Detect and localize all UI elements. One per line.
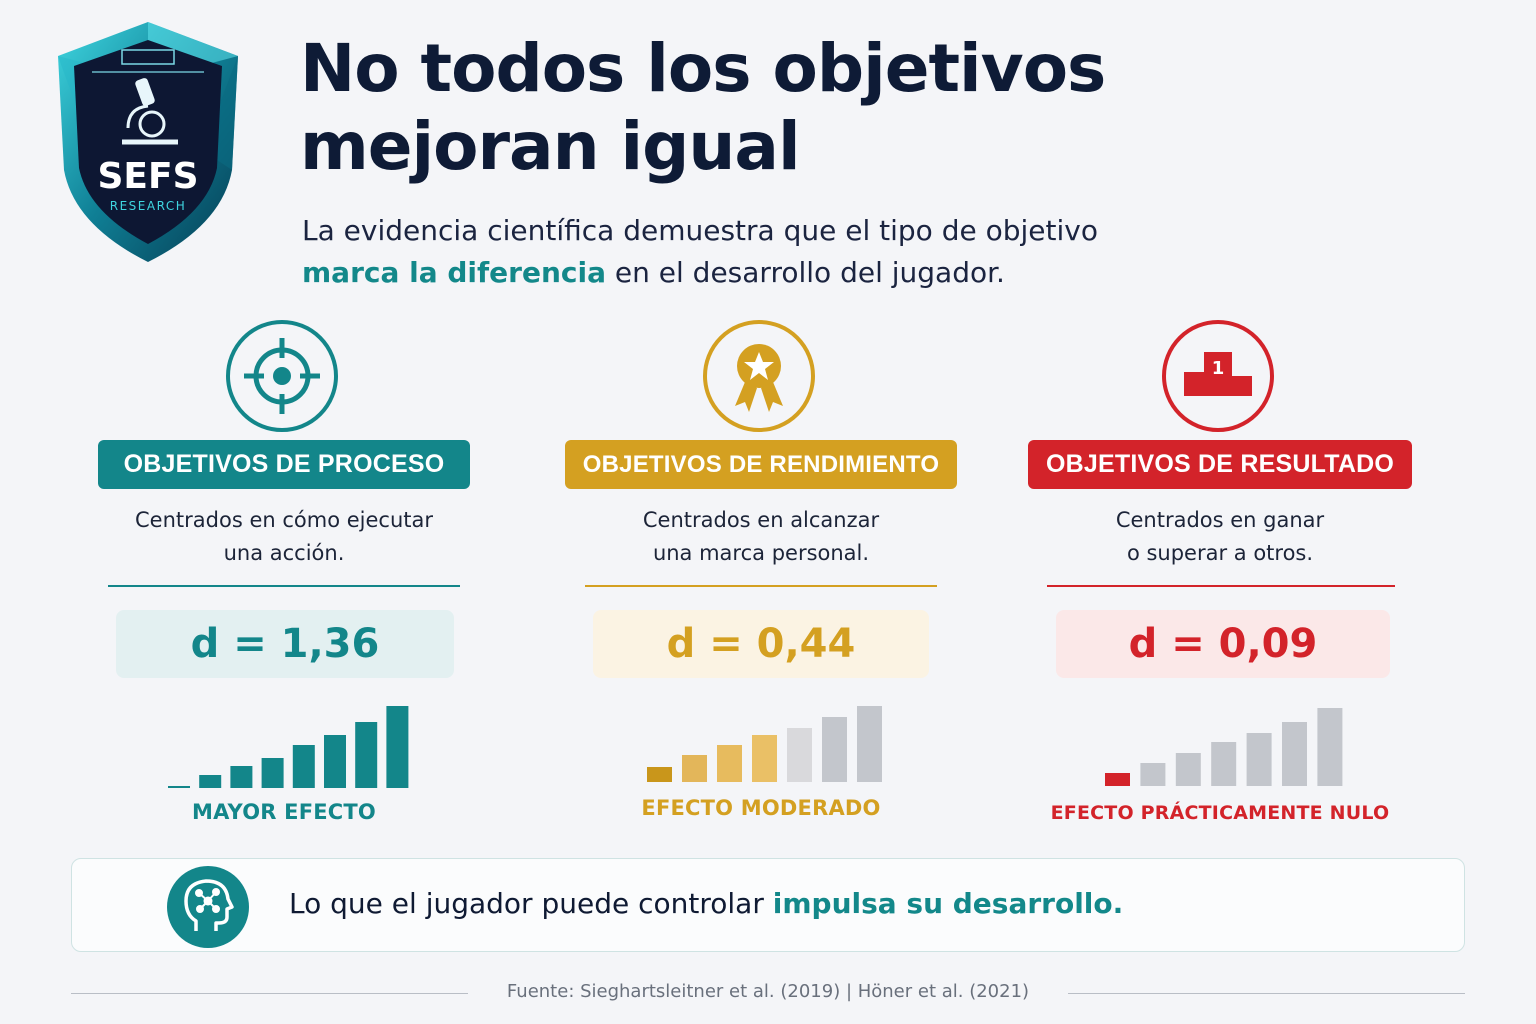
effect-bar [1175,753,1201,786]
effect-size-outcome: d = 0,09 [1056,610,1390,678]
effect-size-process: d = 1,36 [116,610,454,678]
badge-process-goals: OBJETIVOS DE PROCESO [98,440,470,489]
effect-bar [752,735,777,782]
effect-bar [1317,708,1343,786]
microscope-icon [122,78,178,145]
desc-line: Centrados en cómo ejecutar [135,508,433,532]
desc-line: Centrados en ganar [1115,508,1325,532]
svg-text:1: 1 [1212,358,1225,379]
page-title: No todos los objetivos mejoran igual [300,30,1106,185]
caption-outcome: EFECTO PRÁCTICAMENTE NULO [1050,802,1390,824]
source-divider-left [71,993,468,994]
effect-bar [647,767,672,782]
effect-bar [324,735,346,788]
effect-bar [857,706,882,782]
column-performance-goals: OBJETIVOS DE RENDIMIENTO Centrados en al… [551,316,971,836]
desc-line: una acción. [223,541,345,565]
divider [585,585,937,587]
desc-outcome-goals: Centrados en ganar o superar a otros. [1010,504,1430,570]
badge-performance-goals: OBJETIVOS DE RENDIMIENTO [565,440,957,489]
effect-bar [787,728,812,782]
effect-bar [355,722,378,788]
effect-bar [1246,733,1272,786]
desc-line: una marca personal. [652,541,870,565]
caption-performance: EFECTO MODERADO [641,796,881,820]
effect-bar [199,775,222,788]
effect-bars-process [168,706,409,788]
desc-line: Centrados en alcanzar [642,508,880,532]
effect-bar [230,766,253,788]
desc-process-goals: Centrados en cómo ejecutar una acción. [74,504,494,570]
page-subtitle: La evidencia científica demuestra que el… [302,210,1202,294]
effect-bar [386,706,409,788]
takeaway-callout: Lo que el jugador puede controlar impuls… [71,858,1465,952]
logo-name: SEFS [97,156,198,197]
medal-star-icon [703,320,815,432]
effect-bar [1105,773,1130,786]
subtitle-highlight: marca la diferencia [302,256,606,289]
logo-tagline: RESEARCH [110,199,186,213]
source-citation: Fuente: Sieghartsleitner et al. (2019) |… [506,981,1030,1002]
effect-size-performance: d = 0,44 [593,610,929,678]
callout-text-highlight: impulsa su desarrollo. [772,887,1124,920]
caption-process: MAYOR EFECTO [192,800,376,824]
column-process-goals: OBJETIVOS DE PROCESO Centrados en cómo e… [74,316,494,836]
callout-text-main: Lo que el jugador puede controlar [289,887,764,920]
sefs-research-logo: SEFS RESEARCH [58,22,238,262]
effect-bars-outcome [1105,708,1343,786]
target-crosshair-icon [226,320,338,432]
subtitle-text: La evidencia científica demuestra que el… [302,214,1098,247]
effect-bar [822,717,847,782]
effect-bar [292,745,315,788]
effect-bar [717,745,742,782]
effect-bar [261,758,284,788]
effect-bars-performance [647,706,882,782]
effect-bar [682,755,707,782]
podium-first-icon: 1 [1162,320,1274,432]
callout-text: Lo que el jugador puede controlar impuls… [289,887,1123,920]
divider [108,585,460,587]
effect-bar [1211,742,1237,786]
badge-outcome-goals: OBJETIVOS DE RESULTADO [1028,440,1412,489]
divider [1047,585,1395,587]
source-divider-right [1068,993,1465,994]
effect-bar [1282,722,1307,786]
subtitle-text-end: en el desarrollo del jugador. [614,256,1005,289]
head-network-icon [167,866,249,948]
desc-performance-goals: Centrados en alcanzar una marca personal… [551,504,971,570]
effect-bar [168,786,190,788]
column-outcome-goals: 1 OBJETIVOS DE RESULTADO Centrados en ga… [1010,316,1430,836]
desc-line: o superar a otros. [1126,541,1314,565]
effect-bar [1140,763,1166,786]
